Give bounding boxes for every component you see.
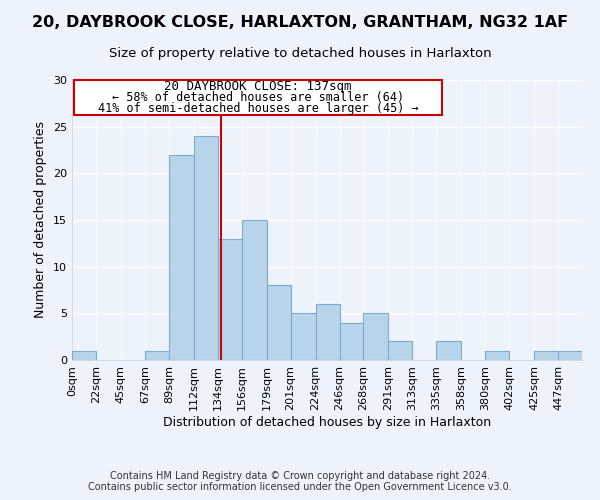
Text: ← 58% of detached houses are smaller (64): ← 58% of detached houses are smaller (64… bbox=[112, 91, 404, 104]
Bar bbox=[364, 314, 388, 360]
Bar bbox=[194, 136, 218, 360]
Text: 20, DAYBROOK CLOSE, HARLAXTON, GRANTHAM, NG32 1AF: 20, DAYBROOK CLOSE, HARLAXTON, GRANTHAM,… bbox=[32, 15, 568, 30]
Bar bbox=[388, 342, 412, 360]
FancyBboxPatch shape bbox=[74, 80, 442, 116]
Bar bbox=[218, 238, 242, 360]
Text: Contains HM Land Registry data © Crown copyright and database right 2024.: Contains HM Land Registry data © Crown c… bbox=[110, 471, 490, 481]
Y-axis label: Number of detached properties: Number of detached properties bbox=[34, 122, 47, 318]
Bar bbox=[266, 286, 290, 360]
X-axis label: Distribution of detached houses by size in Harlaxton: Distribution of detached houses by size … bbox=[163, 416, 491, 428]
Bar bbox=[340, 322, 364, 360]
Text: Contains public sector information licensed under the Open Government Licence v3: Contains public sector information licen… bbox=[88, 482, 512, 492]
Text: 41% of semi-detached houses are larger (45) →: 41% of semi-detached houses are larger (… bbox=[98, 102, 418, 115]
Bar bbox=[145, 350, 169, 360]
Bar bbox=[316, 304, 340, 360]
Text: 20 DAYBROOK CLOSE: 137sqm: 20 DAYBROOK CLOSE: 137sqm bbox=[164, 80, 352, 93]
Bar bbox=[558, 350, 582, 360]
Bar bbox=[436, 342, 461, 360]
Bar bbox=[169, 154, 194, 360]
Bar bbox=[72, 350, 96, 360]
Bar bbox=[485, 350, 509, 360]
Bar bbox=[242, 220, 266, 360]
Bar bbox=[290, 314, 316, 360]
Bar bbox=[534, 350, 558, 360]
Text: Size of property relative to detached houses in Harlaxton: Size of property relative to detached ho… bbox=[109, 48, 491, 60]
